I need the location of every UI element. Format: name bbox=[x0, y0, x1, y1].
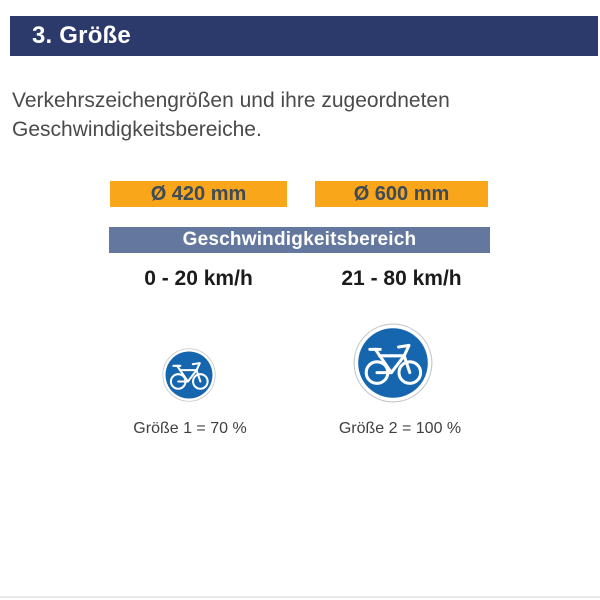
page-title: 3. Größe bbox=[10, 16, 598, 56]
speed-range-large: 21 - 80 km/h bbox=[341, 267, 462, 290]
bicycle-sign-icon bbox=[162, 348, 216, 402]
size-label-small: Größe 1 = 70 % bbox=[133, 420, 247, 437]
diameter-bar-600: Ø 600 mm bbox=[315, 181, 488, 207]
bicycle-sign-large bbox=[353, 323, 433, 403]
intro-text: Verkehrszeichengrößen und ihre zugeordne… bbox=[12, 89, 450, 141]
bicycle-sign-small bbox=[162, 348, 216, 402]
speed-range-header: Geschwindigkeitsbereich bbox=[109, 227, 490, 253]
size-label-large: Größe 2 = 100 % bbox=[338, 420, 462, 437]
bicycle-sign-icon bbox=[353, 323, 433, 403]
diameter-bar-420: Ø 420 mm bbox=[110, 181, 287, 207]
bottom-divider bbox=[0, 596, 600, 598]
speed-range-small: 0 - 20 km/h bbox=[144, 267, 253, 290]
